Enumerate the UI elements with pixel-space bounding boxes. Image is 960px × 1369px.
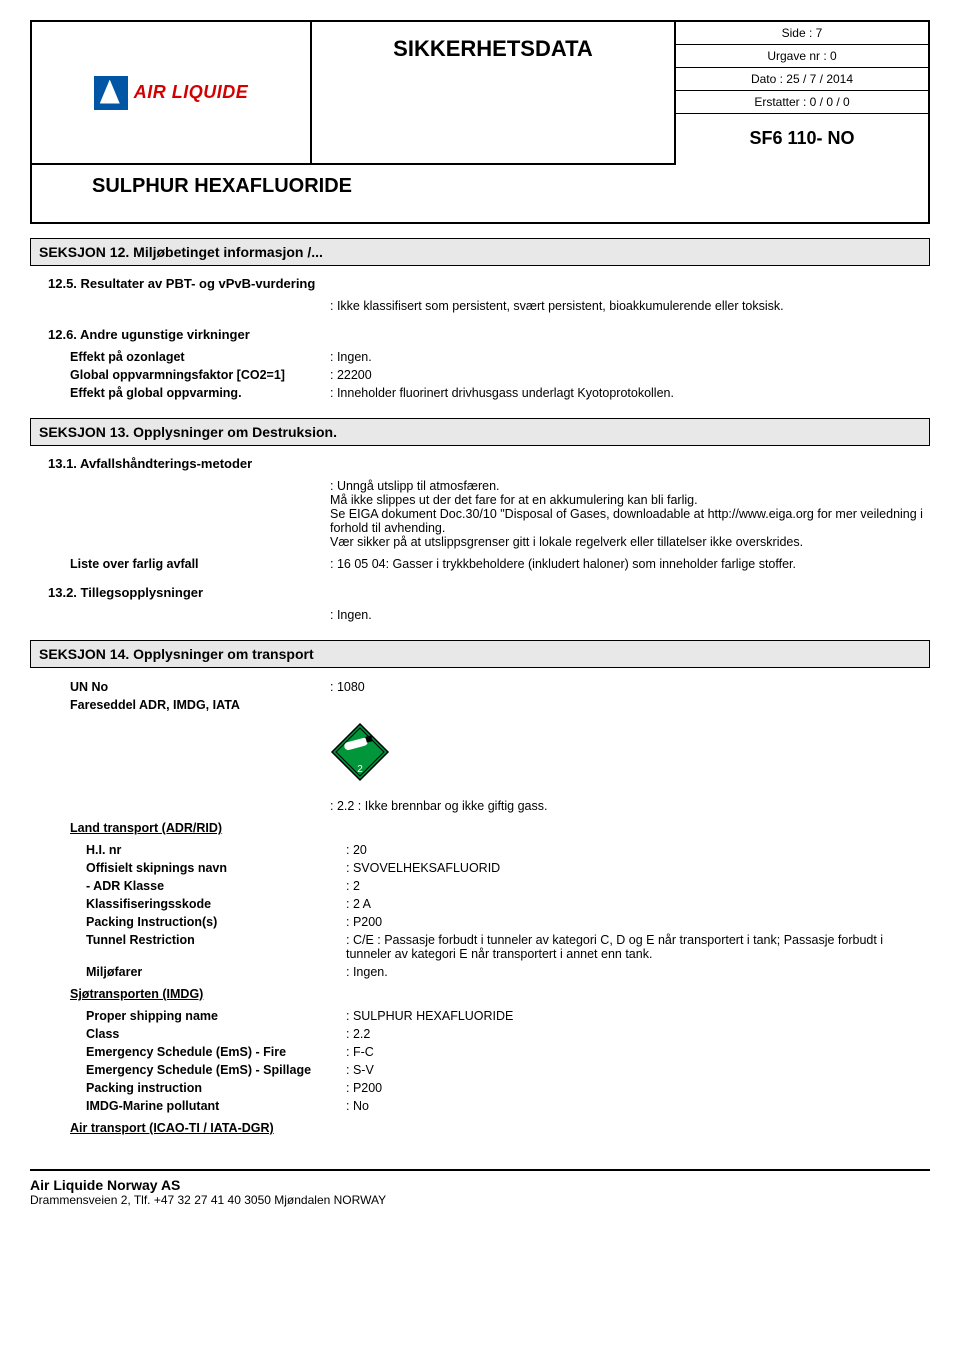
kv-row: Class: 2.2	[86, 1025, 930, 1043]
kv-label: Effekt på global oppvarming.	[70, 386, 330, 400]
kv-row: Packing instruction: P200	[86, 1079, 930, 1097]
hazard-diamond-icon: 2	[330, 722, 390, 782]
title-cell: SIKKERHETSDATA	[312, 22, 676, 163]
heading-13-1: 13.1. Avfallshåndterings-metoder	[30, 446, 930, 475]
kv-row: IMDG-Marine pollutant: No	[86, 1097, 930, 1115]
kv-row: Effekt på ozonlaget : Ingen.	[70, 348, 930, 366]
kv-label: Effekt på ozonlaget	[70, 350, 330, 364]
footer-address: Drammensveien 2, Tlf. +47 32 27 41 40 30…	[30, 1193, 930, 1207]
meta-urgave: Urgave nr : 0	[676, 45, 928, 68]
kv-value: : 1080	[330, 680, 930, 694]
kv-row: Emergency Schedule (EmS) - Fire: F-C	[86, 1043, 930, 1061]
kv-label: Liste over farlig avfall	[70, 557, 330, 571]
kv-row: H.I. nr: 20	[86, 841, 930, 859]
logo-cell: AIR LIQUIDE	[32, 22, 312, 163]
company-logo: AIR LIQUIDE	[94, 76, 249, 110]
product-name: SULPHUR HEXAFLUORIDE	[32, 163, 676, 222]
heading-12-6: 12.6. Andre ugunstige virkninger	[30, 317, 930, 346]
sea-transport-block: Sjøtransporten (IMDG)	[30, 983, 930, 1005]
class-description: : 2.2 : Ikke brennbar og ikke giftig gas…	[30, 795, 930, 817]
kv-row: Global oppvarmningsfaktor [CO2=1] : 2220…	[70, 366, 930, 384]
kv-row: Emergency Schedule (EmS) - Spillage: S-V	[86, 1061, 930, 1079]
sea-rows: Proper shipping name: SULPHUR HEXAFLUORI…	[30, 1005, 930, 1117]
document-title: SIKKERHETSDATA	[312, 22, 674, 163]
air-transport-block: Air transport (ICAO-TI / IATA-DGR)	[30, 1117, 930, 1139]
heading-12-5: 12.5. Resultater av PBT- og vPvB-vurderi…	[30, 266, 930, 295]
kv-label: Fareseddel ADR, IMDG, IATA	[70, 698, 330, 712]
kv-value	[330, 698, 930, 712]
kv-value: : Ingen.	[330, 350, 930, 364]
value-13-2: : Ingen.	[30, 604, 930, 626]
block-13-liste: Liste over farlig avfall : 16 05 04: Gas…	[30, 553, 930, 575]
kv-row: Packing Instruction(s): P200	[86, 913, 930, 931]
logo-text: AIR LIQUIDE	[134, 82, 249, 103]
block-12-6: Effekt på ozonlaget : Ingen. Global oppv…	[30, 346, 930, 404]
land-heading: Land transport (ADR/RID)	[70, 821, 330, 835]
air-heading: Air transport (ICAO-TI / IATA-DGR)	[70, 1121, 330, 1135]
kv-row: Effekt på global oppvarming. : Inneholde…	[70, 384, 930, 402]
kv-row: Miljøfarer: Ingen.	[86, 963, 930, 981]
land-rows: H.I. nr: 20 Offisielt skipnings navn: SV…	[30, 839, 930, 983]
section-14-bar: SEKSJON 14. Opplysninger om transport	[30, 640, 930, 668]
svg-text:2: 2	[357, 764, 363, 775]
section-13-bar: SEKSJON 13. Opplysninger om Destruksion.	[30, 418, 930, 446]
kv-value: : Inneholder fluorinert drivhusgass unde…	[330, 386, 930, 400]
section-12-bar: SEKSJON 12. Miljøbetinget informasjon /.…	[30, 238, 930, 266]
sea-heading: Sjøtransporten (IMDG)	[70, 987, 330, 1001]
document-header: AIR LIQUIDE SIKKERHETSDATA Side : 7 Urga…	[30, 20, 930, 224]
kv-row: Tunnel Restriction: C/E : Passasje forbu…	[86, 931, 930, 963]
kv-row: Klassifiseringsskode: 2 A	[86, 895, 930, 913]
kv-label: UN No	[70, 680, 330, 694]
page-footer: Air Liquide Norway AS Drammensveien 2, T…	[30, 1169, 930, 1207]
meta-erstatter: Erstatter : 0 / 0 / 0	[676, 91, 928, 114]
block-14-top: UN No : 1080 Fareseddel ADR, IMDG, IATA	[30, 668, 930, 716]
kv-row: Proper shipping name: SULPHUR HEXAFLUORI…	[86, 1007, 930, 1025]
kv-row: Offisielt skipnings navn: SVOVELHEKSAFLU…	[86, 859, 930, 877]
land-transport-block: Land transport (ADR/RID)	[30, 817, 930, 839]
kv-value: : 16 05 04: Gasser i trykkbeholdere (ink…	[330, 557, 930, 571]
product-code: SF6 110- NO	[676, 114, 928, 163]
kv-value: : 22200	[330, 368, 930, 382]
kv-label: Global oppvarmningsfaktor [CO2=1]	[70, 368, 330, 382]
meta-dato: Dato : 25 / 7 / 2014	[676, 68, 928, 91]
kv-row: Liste over farlig avfall : 16 05 04: Gas…	[70, 555, 930, 573]
footer-company: Air Liquide Norway AS	[30, 1177, 930, 1193]
heading-13-2: 13.2. Tillegsopplysninger	[30, 575, 930, 604]
kv-row: UN No : 1080	[70, 678, 930, 696]
kv-row: Fareseddel ADR, IMDG, IATA	[70, 696, 930, 714]
value-12-5: : Ikke klassifisert som persistent, svær…	[30, 295, 930, 317]
meta-cell: Side : 7 Urgave nr : 0 Dato : 25 / 7 / 2…	[676, 22, 928, 163]
logo-icon	[94, 76, 128, 110]
value-13-1: : Unngå utslipp til atmosfæren. Må ikke …	[30, 475, 930, 553]
meta-side: Side : 7	[676, 22, 928, 45]
kv-row: - ADR Klasse: 2	[86, 877, 930, 895]
